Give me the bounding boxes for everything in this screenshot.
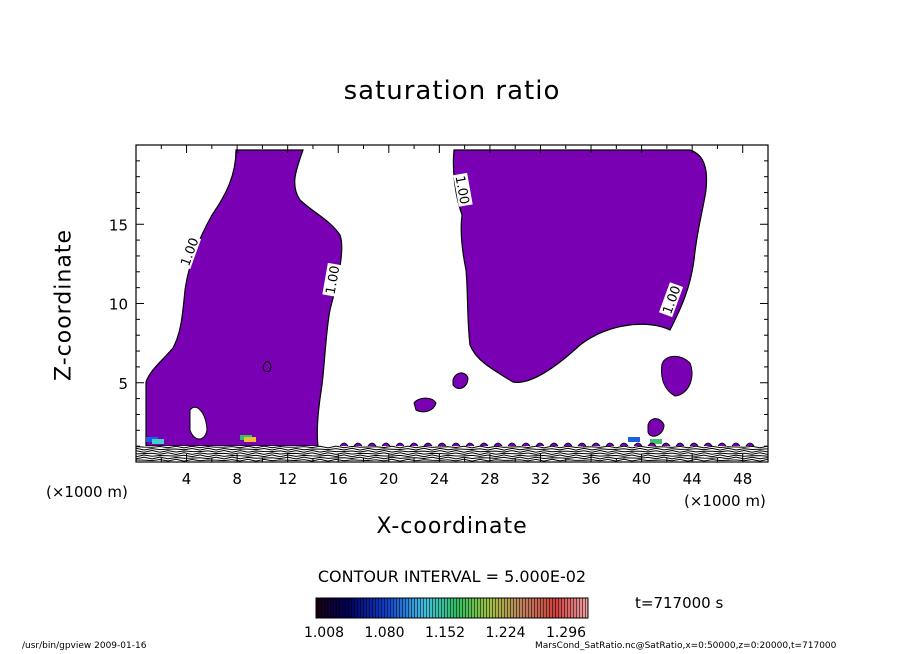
surface-cell	[353, 442, 363, 447]
surface-cell	[479, 442, 489, 447]
x-tick-label: 8	[232, 470, 242, 488]
surface-cell	[745, 442, 755, 447]
surface-cell	[549, 442, 559, 447]
x-tick-label: 24	[430, 470, 449, 488]
surface-contour-1	[136, 447, 768, 451]
surface-cell	[493, 442, 503, 447]
surface-cell	[395, 442, 405, 447]
contour-interval-text: CONTOUR INTERVAL = 5.000E-02	[317, 567, 587, 586]
surface-cell	[339, 442, 349, 447]
contour-label: 1.00	[324, 265, 344, 296]
blob-e	[647, 418, 665, 437]
chart-title: saturation ratio	[343, 76, 561, 106]
surface-cell	[577, 442, 587, 447]
colorbar-tick-label: 1.008	[304, 625, 344, 641]
surface-cell	[703, 442, 713, 447]
y-axis-label: Z-coordinate	[51, 229, 77, 381]
surface-cell	[437, 442, 447, 447]
x-tick-label: 16	[329, 470, 348, 488]
footer-left-text: /usr/bin/gpview 2009-01-16	[22, 641, 147, 651]
colorbar-tick-label: 1.296	[546, 625, 586, 641]
blob-f-hole	[189, 406, 208, 440]
surface-cell	[633, 442, 643, 447]
surface-cell	[367, 442, 377, 447]
contour-label: 1.00	[452, 175, 472, 206]
blob-b	[413, 397, 437, 413]
surface-contour-5	[136, 456, 768, 460]
x-tick-label: 4	[182, 470, 192, 488]
surface-cell	[409, 442, 419, 447]
surface-cell	[689, 442, 699, 447]
surface-cell	[381, 442, 391, 447]
surface-cell	[591, 442, 601, 447]
x-tick-label: 36	[581, 470, 600, 488]
surface-contour-6	[136, 458, 768, 462]
blob-d	[262, 361, 272, 373]
surface-contour-3	[136, 452, 768, 456]
surface-cell	[465, 442, 475, 447]
x-tick-label: 44	[683, 470, 702, 488]
time-stamp-text: t=717000 s	[635, 594, 724, 612]
surface-cell	[451, 442, 461, 447]
surface-cell	[731, 442, 741, 447]
surface-cell	[647, 442, 657, 447]
surface-contour-0	[136, 445, 768, 449]
colorbar-tick-label: 1.080	[364, 625, 404, 641]
blob-a	[452, 372, 469, 389]
surface-cell	[675, 442, 685, 447]
x-tick-label: 12	[278, 470, 297, 488]
surface-cell	[605, 442, 615, 447]
x-tick-label: 20	[379, 470, 398, 488]
x-tick-label: 32	[531, 470, 550, 488]
footer-right-text: MarsCond_SatRatio.nc@SatRatio,x=0:50000,…	[535, 641, 837, 651]
x-tick-label: 28	[480, 470, 499, 488]
surface-cell	[717, 442, 727, 447]
x-axis-unit-label: (×1000 m)	[46, 483, 128, 501]
x-axis-label: X-coordinate	[376, 514, 528, 539]
surface-contour-2	[136, 449, 768, 453]
surface-cell	[423, 442, 433, 447]
right-plume-region	[452, 149, 708, 383]
colorbar-tick-label: 1.224	[485, 625, 525, 641]
colorbar-tick-label: 1.152	[425, 625, 465, 641]
hotspot-4	[628, 437, 640, 442]
y-tick-label: 5	[118, 375, 128, 393]
surface-cell	[661, 442, 671, 447]
y-tick-label: 10	[109, 296, 128, 314]
blob-c	[661, 355, 693, 397]
y-tick-label: 15	[109, 216, 128, 234]
surface-cell	[521, 442, 531, 447]
hotspot-5	[650, 439, 662, 444]
x-tick-label: 48	[733, 470, 752, 488]
surface-cell	[507, 442, 517, 447]
surface-cell	[619, 442, 629, 447]
left-column-region	[145, 149, 343, 447]
surface-cell	[563, 442, 573, 447]
hotspot-3	[244, 437, 256, 442]
x-tick-label: 40	[632, 470, 651, 488]
surface-contour-4	[136, 454, 768, 458]
surface-cell	[535, 442, 545, 447]
hotspot-1	[152, 439, 164, 444]
x-axis-unit-label-right: (×1000 m)	[684, 492, 766, 510]
